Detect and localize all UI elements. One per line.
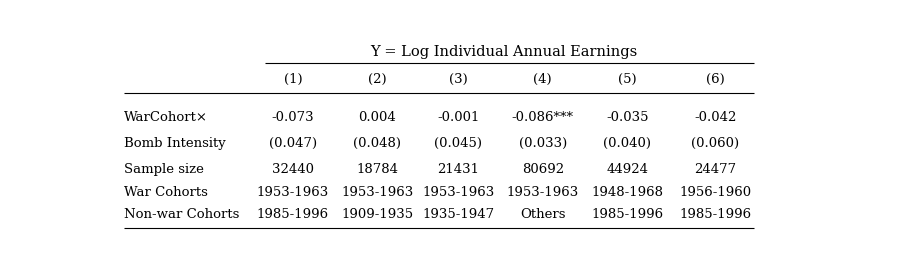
Text: Bomb Intensity: Bomb Intensity <box>124 137 226 150</box>
Text: (6): (6) <box>706 73 725 86</box>
Text: 0.004: 0.004 <box>359 111 396 124</box>
Text: Sample size: Sample size <box>124 163 204 176</box>
Text: (0.040): (0.040) <box>603 137 651 150</box>
Text: Y = Log Individual Annual Earnings: Y = Log Individual Annual Earnings <box>370 45 637 59</box>
Text: 1953-1963: 1953-1963 <box>341 186 413 199</box>
Text: 80692: 80692 <box>522 163 564 176</box>
Text: 1953-1963: 1953-1963 <box>257 186 329 199</box>
Text: -0.042: -0.042 <box>694 111 736 124</box>
Text: 1985-1996: 1985-1996 <box>591 209 663 222</box>
Text: 1956-1960: 1956-1960 <box>679 186 751 199</box>
Text: -0.035: -0.035 <box>606 111 648 124</box>
Text: Non-war Cohorts: Non-war Cohorts <box>124 209 240 222</box>
Text: -0.001: -0.001 <box>437 111 479 124</box>
Text: 32440: 32440 <box>271 163 314 176</box>
Text: (0.048): (0.048) <box>353 137 401 150</box>
Text: 1985-1996: 1985-1996 <box>679 209 751 222</box>
Text: 18784: 18784 <box>356 163 399 176</box>
Text: (0.060): (0.060) <box>691 137 739 150</box>
Text: 44924: 44924 <box>607 163 648 176</box>
Text: -0.073: -0.073 <box>271 111 314 124</box>
Text: 1985-1996: 1985-1996 <box>257 209 329 222</box>
Text: (5): (5) <box>617 73 637 86</box>
Text: 1948-1968: 1948-1968 <box>591 186 663 199</box>
Text: (3): (3) <box>449 73 468 86</box>
Text: (0.045): (0.045) <box>434 137 482 150</box>
Text: War Cohorts: War Cohorts <box>124 186 208 199</box>
Text: (1): (1) <box>283 73 302 86</box>
Text: (4): (4) <box>533 73 552 86</box>
Text: -0.086***: -0.086*** <box>512 111 574 124</box>
Text: 24477: 24477 <box>694 163 736 176</box>
Text: 1953-1963: 1953-1963 <box>422 186 495 199</box>
Text: (0.047): (0.047) <box>269 137 317 150</box>
Text: (2): (2) <box>368 73 387 86</box>
Text: (0.033): (0.033) <box>518 137 567 150</box>
Text: 1909-1935: 1909-1935 <box>341 209 413 222</box>
Text: 21431: 21431 <box>438 163 479 176</box>
Text: Others: Others <box>520 209 566 222</box>
Text: 1935-1947: 1935-1947 <box>422 209 494 222</box>
Text: WarCohort×: WarCohort× <box>124 111 208 124</box>
Text: 1953-1963: 1953-1963 <box>507 186 579 199</box>
